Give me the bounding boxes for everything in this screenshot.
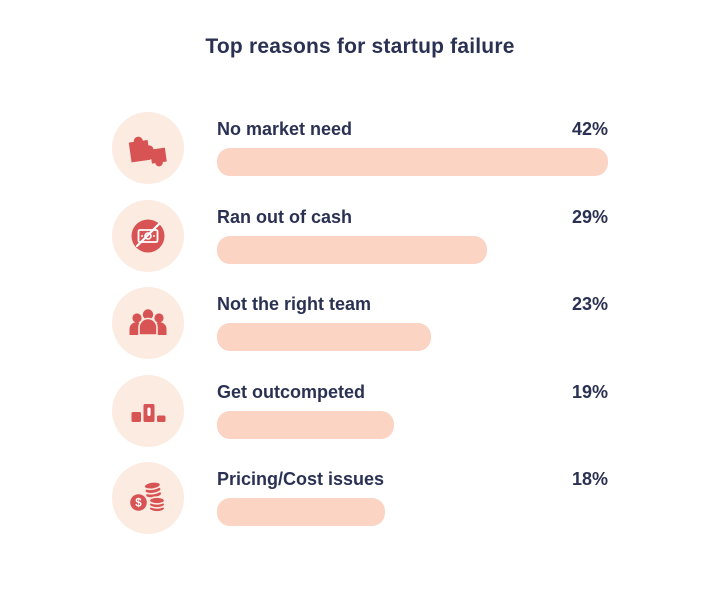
- bar-rows: No market need 42%: [0, 104, 720, 542]
- podium-icon: [131, 403, 166, 422]
- value-label: 23%: [571, 294, 608, 314]
- bar-row-ran-out-of-cash: Ran out of cash 29%: [112, 192, 720, 280]
- svg-text:$: $: [135, 498, 142, 510]
- bar-row-pricing-cost-issues: $ Pricing/Cost issues 18%: [112, 454, 720, 542]
- bar: [217, 410, 394, 439]
- no-cash-icon: [131, 219, 165, 252]
- icon-circle: [112, 374, 184, 447]
- value-label: 42%: [571, 119, 608, 139]
- value-label: 18%: [571, 469, 608, 489]
- value-label: 29%: [571, 206, 608, 227]
- bar-row-not-the-right-team: Not the right team 23%: [112, 279, 720, 367]
- bar: [217, 148, 608, 176]
- category-label: Not the right team: [217, 294, 372, 314]
- row-content: Get outcompeted 19%: [217, 367, 608, 439]
- bar-row-no-market-need: No market need 42%: [112, 104, 720, 192]
- category-label: No market need: [217, 119, 353, 139]
- coins-icon: $: [130, 480, 166, 513]
- team-icon: [129, 307, 167, 336]
- row-content: Pricing/Cost issues 18%: [217, 454, 608, 526]
- icon-circle: [112, 287, 184, 359]
- bar: [217, 235, 487, 264]
- bar: [217, 498, 385, 526]
- icon-circle: $: [112, 462, 184, 534]
- category-label: Ran out of cash: [217, 206, 353, 227]
- row-content: Ran out of cash 29%: [217, 192, 608, 264]
- bar-row-get-outcompeted: Get outcompeted 19%: [112, 367, 720, 455]
- bar: [217, 323, 432, 351]
- row-content: Not the right team 23%: [217, 279, 608, 351]
- category-label: Pricing/Cost issues: [217, 469, 385, 489]
- category-label: Get outcompeted: [217, 381, 366, 402]
- value-label: 19%: [571, 381, 608, 402]
- row-content: No market need 42%: [217, 104, 608, 176]
- icon-circle: [112, 112, 184, 184]
- icon-circle: [112, 199, 184, 272]
- chart-title: Top reasons for startup failure: [205, 35, 515, 58]
- puzzle-icon: [128, 136, 167, 167]
- startup-failure-infographic: Top reasons for startup failure No marke…: [0, 34, 720, 542]
